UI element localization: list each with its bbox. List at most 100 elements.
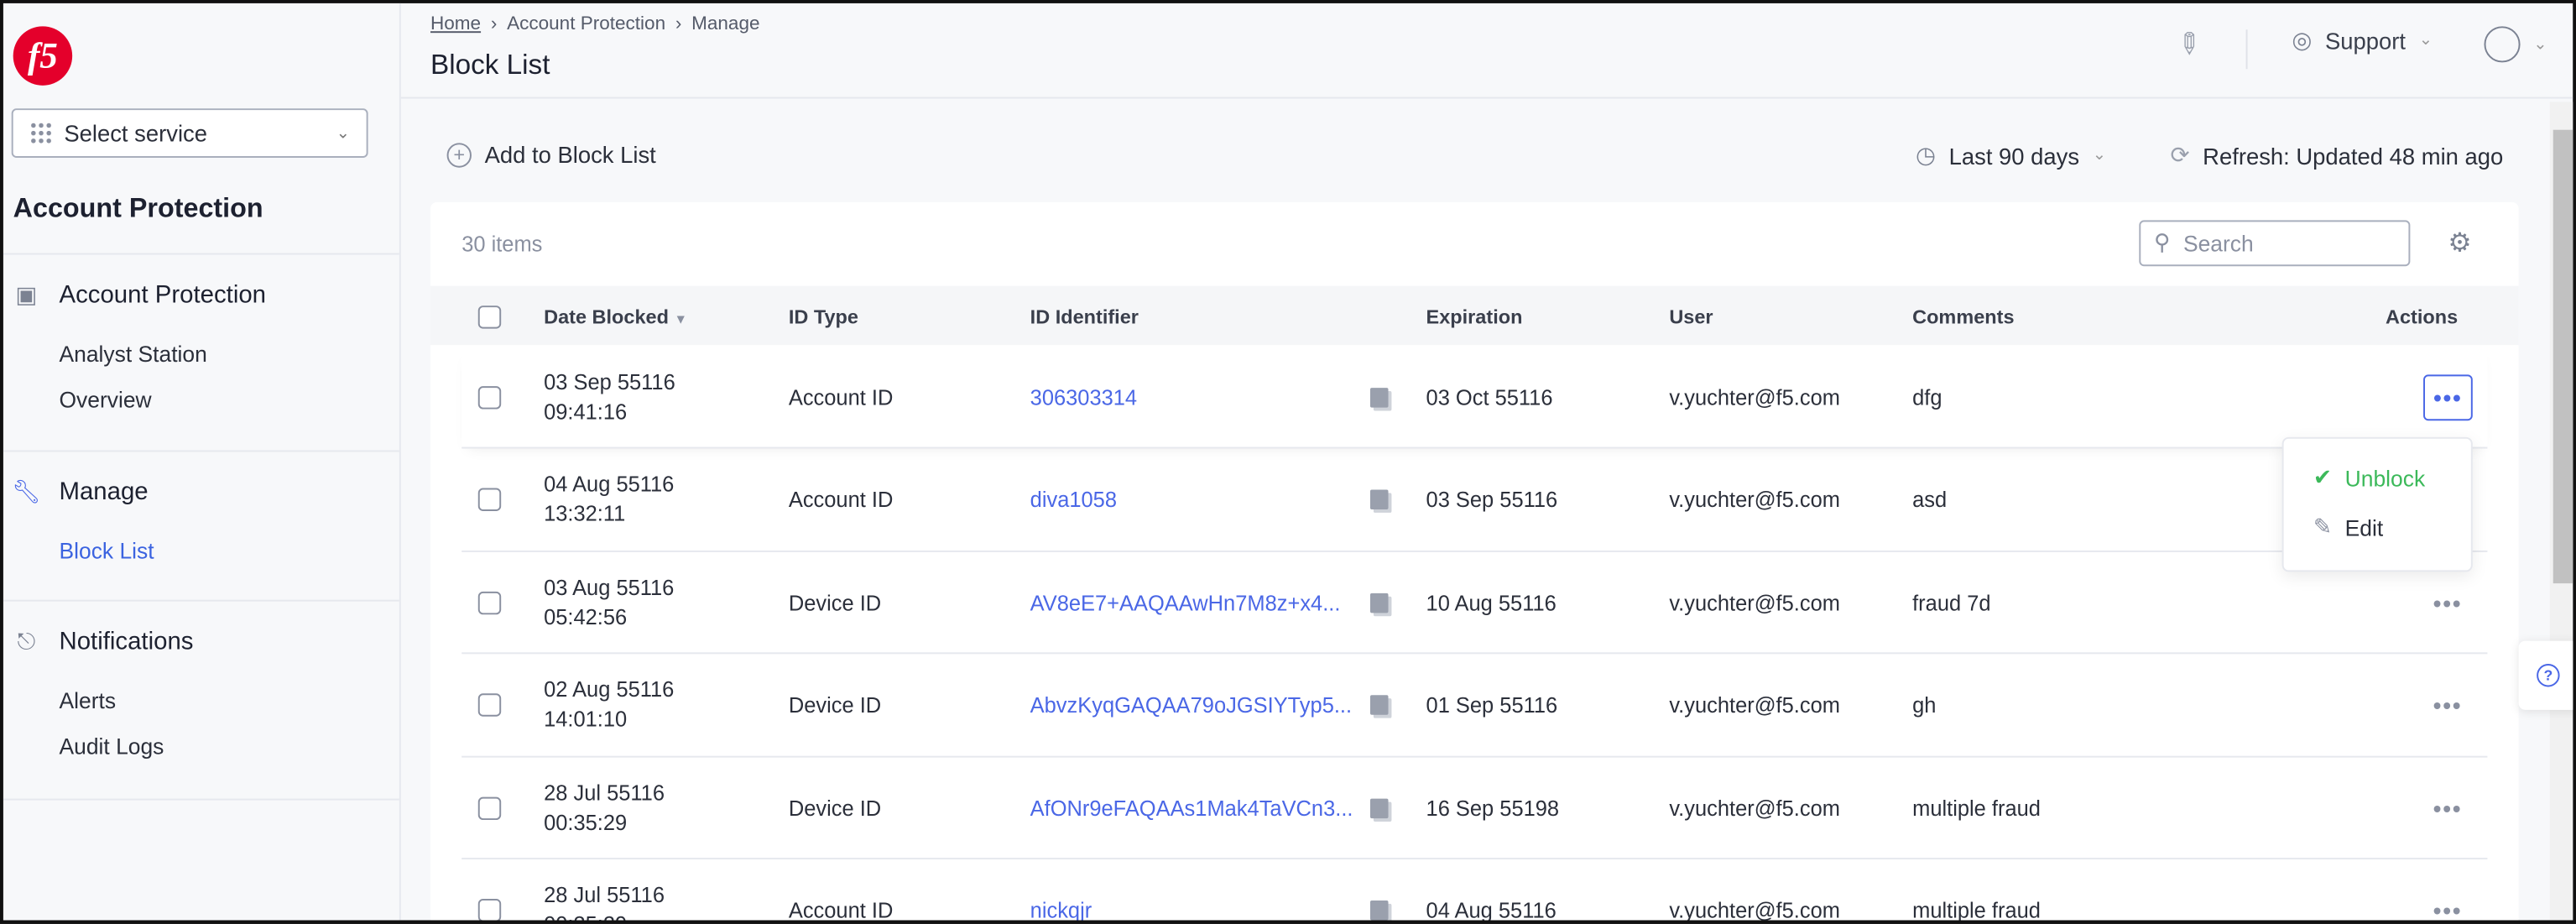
comment: multiple fraud xyxy=(1912,898,2041,923)
sidebar-item-alerts[interactable]: Alerts xyxy=(59,688,117,713)
chevron-down-icon: ⌄ xyxy=(2533,35,2547,54)
id-identifier-link[interactable]: diva1058 xyxy=(1030,487,1118,512)
section-label: Account Protection xyxy=(59,280,267,310)
unblock-label: Unblock xyxy=(2344,466,2426,491)
gear-icon[interactable]: ⚙ xyxy=(2448,230,2472,258)
id-type: Device ID xyxy=(788,692,882,718)
pencil-icon[interactable]: ✏︎ xyxy=(2172,31,2205,56)
comment: asd xyxy=(1912,487,1948,512)
refresh-label: Refresh: Updated 48 min ago xyxy=(2203,142,2504,169)
bell-icon: ⎋ xyxy=(17,627,36,655)
f5-logo[interactable]: f5 xyxy=(13,26,73,86)
row-checkbox[interactable] xyxy=(477,796,502,820)
comment: multiple fraud xyxy=(1912,795,2041,821)
row-checkbox[interactable] xyxy=(477,385,502,409)
comment: dfg xyxy=(1912,384,1942,410)
more-actions-button[interactable]: ••• xyxy=(2433,692,2463,718)
copy-icon[interactable] xyxy=(1369,489,1389,509)
user: v.yuchter@f5.com xyxy=(1669,487,1840,512)
copy-icon[interactable] xyxy=(1369,695,1389,715)
clock-icon: ◷ xyxy=(1916,141,1936,168)
breadcrumb-home[interactable]: Home xyxy=(430,14,482,35)
expiration: 10 Aug 55116 xyxy=(1426,589,1557,615)
add-to-block-list-button[interactable]: + Add to Block List xyxy=(446,141,656,168)
column-date-blocked[interactable]: Date Blocked ▼ xyxy=(544,305,688,329)
sidebar-item-analyst-station[interactable]: Analyst Station xyxy=(59,342,207,367)
divider xyxy=(3,253,399,255)
row-checkbox[interactable] xyxy=(477,488,502,511)
user: v.yuchter@f5.com xyxy=(1669,692,1840,718)
scrollbar-thumb[interactable] xyxy=(2553,129,2573,584)
row-actions-menu: ✔︎ Unblock ✎ Edit xyxy=(2281,436,2473,572)
id-identifier-link[interactable]: AfONr9eFAQAAs1Mak4TaVCn3... xyxy=(1030,795,1353,821)
breadcrumb: Home › Account Protection › Manage xyxy=(430,15,760,34)
id-type: Account ID xyxy=(788,487,894,512)
more-actions-button[interactable]: ••• xyxy=(2433,897,2463,924)
row-checkbox[interactable] xyxy=(477,899,502,921)
id-identifier-link[interactable]: 306303314 xyxy=(1030,384,1138,410)
breadcrumb-manage: Manage xyxy=(691,14,760,35)
id-identifier-link[interactable]: AbvzKyqGAQAA79oJGSIYTyp5... xyxy=(1030,692,1353,718)
chevron-right-icon: › xyxy=(675,14,682,35)
refresh-button[interactable]: ⟳ Refresh: Updated 48 min ago xyxy=(2171,141,2504,169)
expiration: 04 Aug 55116 xyxy=(1426,898,1557,923)
table-header: Date Blocked ▼ ID Type ID Identifier Exp… xyxy=(430,285,2519,346)
search-input[interactable]: ⚲ Search xyxy=(2139,220,2411,267)
support-menu[interactable]: ◎ Support ⌄ xyxy=(2292,26,2433,54)
chevron-right-icon: › xyxy=(490,14,498,35)
sidebar-item-block-list[interactable]: Block List xyxy=(59,539,154,564)
date-blocked: 03 Aug 55116 05:42:56 xyxy=(544,574,675,629)
date-range-dropdown[interactable]: ◷ Last 90 days ⌄ xyxy=(1916,141,2106,169)
sidebar-section-notifications[interactable]: ⎋ Notifications xyxy=(13,628,194,655)
id-type: Device ID xyxy=(788,795,882,821)
date-blocked: 04 Aug 55116 13:32:11 xyxy=(544,471,675,526)
copy-icon[interactable] xyxy=(1369,387,1389,407)
dashboard-icon: ▣ xyxy=(15,280,38,308)
row-checkbox[interactable] xyxy=(477,590,502,614)
id-identifier-link[interactable]: nickqjr xyxy=(1030,898,1092,923)
menu-item-unblock[interactable]: ✔︎ Unblock xyxy=(2313,465,2425,491)
help-button[interactable]: ? xyxy=(2518,640,2573,710)
id-identifier-link[interactable]: AV8eE7+AAQAAwHn7M8z+x4... xyxy=(1030,589,1341,615)
user-menu[interactable]: ⌄ xyxy=(2484,26,2547,63)
date-blocked: 03 Sep 55116 09:41:16 xyxy=(544,368,675,424)
row-checkbox[interactable] xyxy=(477,693,502,717)
select-service-label: Select service xyxy=(64,119,208,147)
support-label: Support xyxy=(2324,27,2407,54)
scrollbar[interactable] xyxy=(2549,102,2573,921)
sidebar-item-audit-logs[interactable]: Audit Logs xyxy=(59,734,164,760)
divider xyxy=(3,450,399,452)
user: v.yuchter@f5.com xyxy=(1669,589,1840,615)
menu-item-edit[interactable]: ✎ Edit xyxy=(2313,514,2383,540)
comment: fraud 7d xyxy=(1912,589,1991,615)
column-actions: Actions xyxy=(2386,305,2459,329)
sidebar-section-manage[interactable]: 🔧︎ Manage xyxy=(12,478,149,506)
column-expiration: Expiration xyxy=(1426,305,1523,329)
sidebar-item-overview[interactable]: Overview xyxy=(59,388,152,413)
select-all-checkbox[interactable] xyxy=(477,305,502,329)
avatar-icon xyxy=(2484,26,2521,63)
sidebar: f5 Select service ⌄ Account Protection ▣… xyxy=(3,3,401,921)
copy-icon[interactable] xyxy=(1369,592,1389,613)
copy-icon[interactable] xyxy=(1369,797,1389,818)
more-actions-button[interactable]: ••• xyxy=(2433,588,2463,616)
id-type: Account ID xyxy=(788,898,894,923)
id-type: Account ID xyxy=(788,384,894,410)
column-id-identifier: ID Identifier xyxy=(1030,305,1139,329)
divider xyxy=(2245,29,2248,70)
sidebar-section-account-protection[interactable]: ▣ Account Protection xyxy=(13,281,266,309)
main: Home › Account Protection › Manage Block L… xyxy=(400,3,2573,924)
more-actions-button[interactable]: ••• xyxy=(2433,794,2463,822)
select-service-dropdown[interactable]: Select service ⌄ xyxy=(11,108,368,158)
table-row: 03 Aug 55116 05:42:56 Device ID AV8eE7+AA… xyxy=(461,552,2488,655)
more-actions-button[interactable]: ••• xyxy=(2423,373,2473,420)
column-id-type: ID Type xyxy=(788,305,858,329)
column-user: User xyxy=(1669,305,1713,329)
copy-icon[interactable] xyxy=(1369,900,1389,921)
range-label: Last 90 days xyxy=(1948,142,2080,169)
sort-desc-icon: ▼ xyxy=(674,312,688,327)
grid-icon xyxy=(29,121,53,145)
expiration: 03 Sep 55116 xyxy=(1426,487,1558,512)
table-row: 04 Aug 55116 13:32:11 Account ID diva1058… xyxy=(461,450,2488,551)
